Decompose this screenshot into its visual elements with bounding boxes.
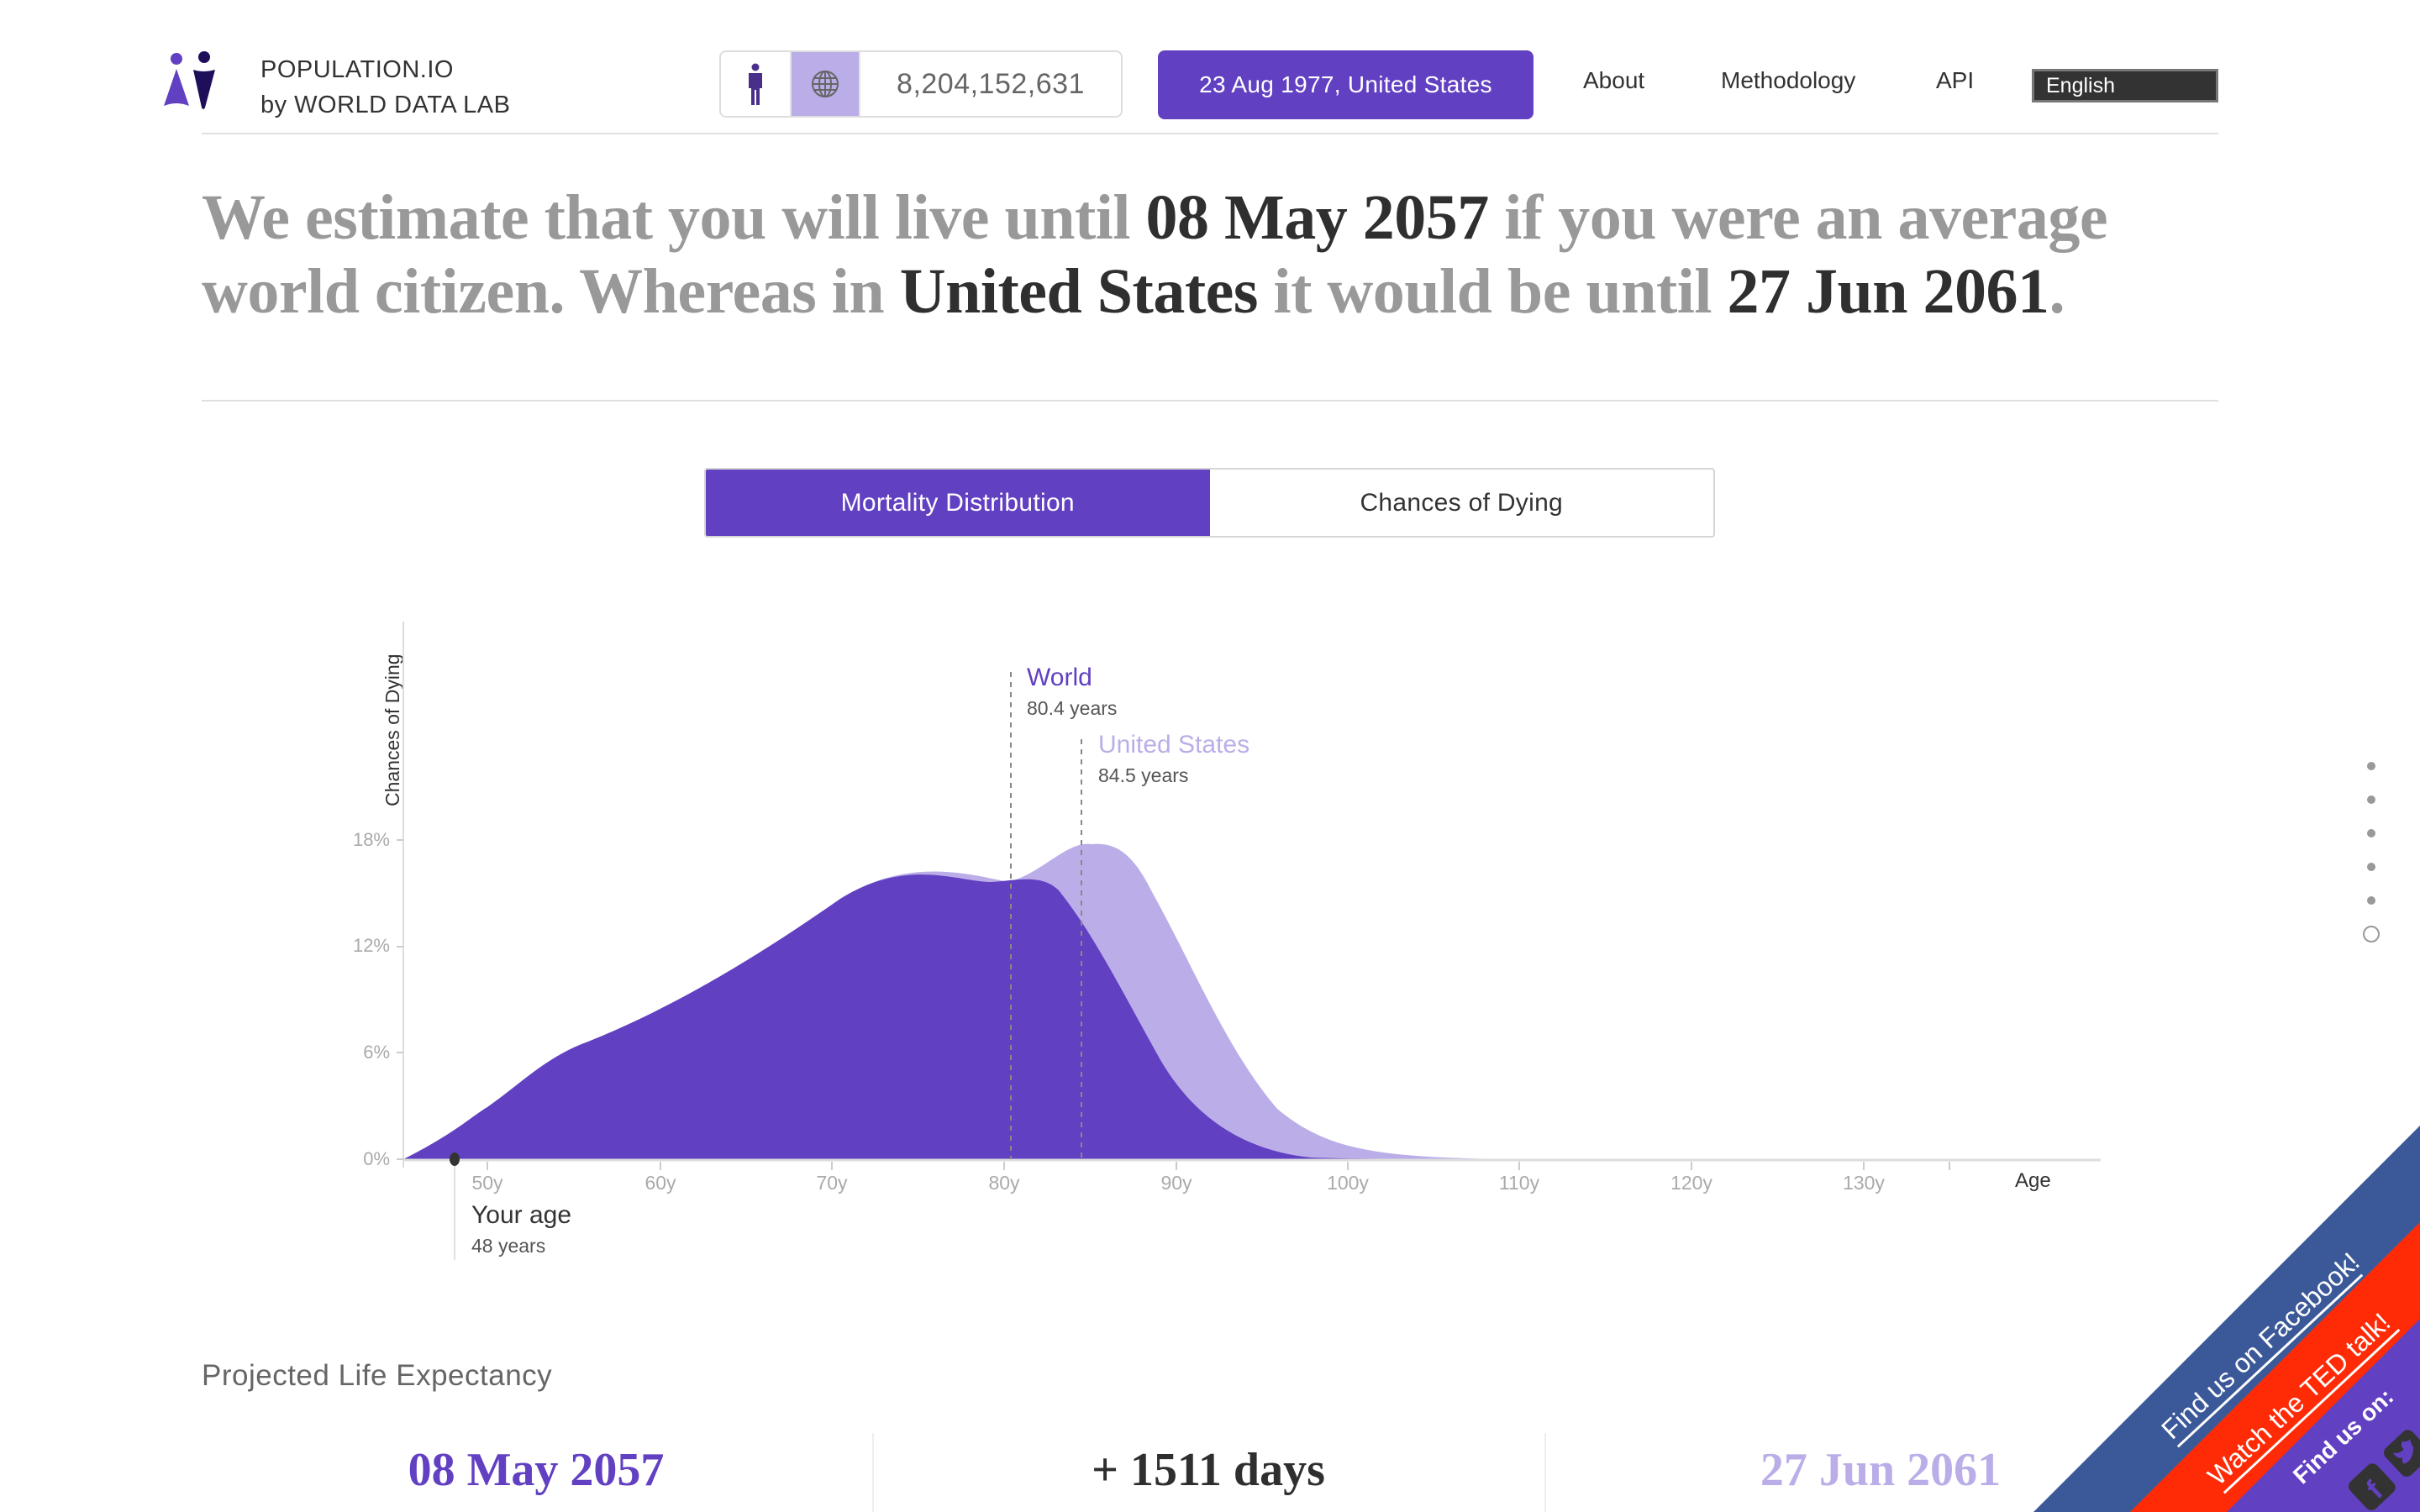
stat-divider-2 (1544, 1433, 1546, 1512)
your-age-title: Your age (471, 1201, 572, 1229)
corner-ribbons: Find us on Facebook! Watch the TED talk!… (2033, 1126, 2420, 1512)
population-count: 8,204,152,631 (897, 67, 1085, 100)
life-expectancy-headline: We estimate that you will live until 08 … (202, 181, 2235, 328)
profile-settings-button[interactable]: 23 Aug 1977, United States (1158, 50, 1534, 119)
headline-text-3: it would be until (1257, 256, 1728, 327)
x-tick-130: 130y (1843, 1172, 1885, 1194)
headline-country: United States (899, 256, 1259, 327)
x-tick-80: 80y (988, 1172, 1020, 1194)
us-annotation-value: 84.5 years (1098, 764, 1189, 786)
headline-world-date: 08 May 2057 (1145, 182, 1490, 253)
tab-chances-of-dying[interactable]: Chances of Dying (1360, 488, 1564, 517)
person-toggle[interactable] (721, 52, 792, 116)
projected-country-date: 27 Jun 2061 (1760, 1444, 2002, 1496)
chart-tabs: Mortality Distribution Chances of Dying (704, 468, 1715, 538)
x-tick-120: 120y (1670, 1172, 1712, 1194)
headline-divider (202, 400, 2218, 402)
x-axis-label: Age (2015, 1169, 2051, 1192)
headline-text-1: We estimate that you will live until (202, 182, 1146, 253)
section-nav-dot-4[interactable] (2367, 863, 2375, 871)
header-divider (202, 133, 2218, 134)
x-tick-50: 50y (471, 1172, 503, 1194)
brand-line-1: POPULATION.IO (260, 56, 454, 83)
tab-mortality-distribution[interactable]: Mortality Distribution (706, 470, 1210, 536)
section-nav-dot-3[interactable] (2367, 829, 2375, 837)
x-tick-100: 100y (1327, 1172, 1369, 1194)
twitter-icon[interactable] (2381, 1427, 2420, 1479)
x-tick-70: 70y (816, 1172, 848, 1194)
world-annotation-title: World (1027, 664, 1092, 691)
y-tick-0: 0% (363, 1148, 390, 1169)
projected-life-expectancy-label: Projected Life Expectancy (202, 1359, 553, 1392)
logo-icon[interactable] (160, 50, 218, 111)
headline-text-4: . (2049, 256, 2065, 327)
world-distribution-area[interactable] (403, 874, 1496, 1159)
world-annotation-value: 80.4 years (1027, 697, 1118, 719)
stat-divider-1 (872, 1433, 874, 1512)
section-nav-dot-1[interactable] (2367, 762, 2375, 770)
projected-world-date: 08 May 2057 (408, 1444, 665, 1496)
headline-country-date: 27 Jun 2061 (1727, 256, 2050, 327)
nav-about[interactable]: About (1583, 67, 1645, 93)
x-tick-90: 90y (1160, 1172, 1192, 1194)
your-age-marker[interactable] (450, 1152, 460, 1166)
projected-difference: + 1511 days (1092, 1444, 1325, 1496)
headline-text-2: if you were an average world citizen. Wh… (202, 182, 2108, 327)
population-counter: 8,204,152,631 (719, 50, 1123, 118)
person-icon (749, 63, 762, 105)
brand-line-2: by WORLD DATA LAB (260, 92, 511, 118)
language-select[interactable]: English (2032, 69, 2218, 102)
section-nav-dot-5[interactable] (2367, 896, 2375, 905)
us-annotation-title: United States (1098, 731, 1250, 759)
facebook-icon[interactable]: f (2346, 1461, 2400, 1512)
globe-icon (812, 71, 839, 97)
section-nav-dot-2[interactable] (2367, 795, 2375, 804)
y-tick-6: 6% (363, 1042, 390, 1063)
y-tick-12: 12% (352, 935, 390, 956)
brand-name[interactable]: POPULATION.IO by WORLD DATA LAB (260, 52, 511, 123)
y-tick-18: 18% (352, 829, 390, 850)
section-nav-dot-6-active[interactable] (2363, 926, 2380, 942)
x-tick-110: 110y (1498, 1172, 1540, 1194)
nav-api[interactable]: API (1936, 67, 1975, 93)
nav-methodology[interactable]: Methodology (1721, 67, 1856, 93)
globe-toggle[interactable] (792, 52, 860, 116)
x-tick-60: 60y (644, 1172, 676, 1194)
your-age-value: 48 years (471, 1235, 546, 1257)
